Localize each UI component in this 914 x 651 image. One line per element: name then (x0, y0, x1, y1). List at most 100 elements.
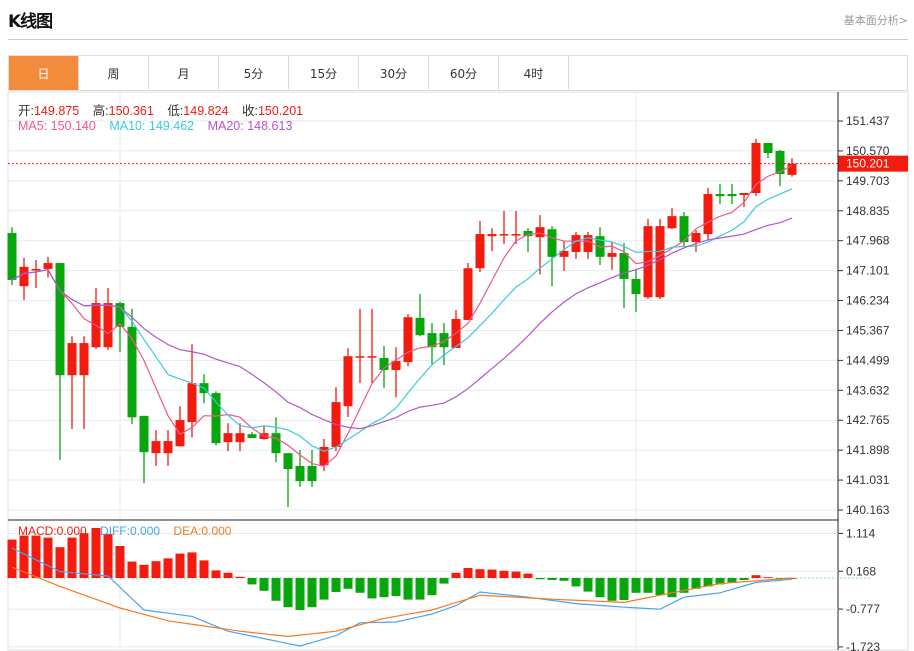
candle-down (727, 194, 737, 197)
candle-up (691, 233, 701, 243)
candle-down (439, 333, 449, 348)
macd-bar-positive (163, 558, 173, 578)
macd-bar-negative (619, 578, 629, 600)
macd-bar-negative (715, 578, 725, 585)
candle-down (115, 303, 125, 327)
macd-bar-negative (655, 578, 665, 596)
price-tick-label: 145.367 (846, 323, 890, 337)
candle-up (751, 142, 761, 194)
macd-bar-negative (271, 578, 281, 601)
macd-bar-positive (31, 535, 41, 578)
macd-bar-positive (235, 576, 245, 578)
macd-bar-positive (19, 535, 29, 578)
macd-bar-positive (523, 573, 533, 578)
candle-up (487, 234, 497, 237)
macd-bar-negative (571, 578, 581, 587)
macd-value: MACD:0.000 (18, 524, 87, 538)
candle-up (67, 343, 77, 376)
candle-up (571, 235, 581, 253)
tab-week[interactable]: 周 (79, 56, 149, 90)
macd-bar-positive (7, 539, 17, 578)
macd-bar-negative (343, 578, 353, 589)
candle-down (139, 415, 149, 453)
candle-up (739, 193, 749, 196)
candle-up (31, 268, 41, 271)
macd-bar-negative (595, 578, 605, 598)
macd-bar-negative (559, 578, 569, 581)
tab-60min[interactable]: 60分 (429, 56, 499, 90)
macd-bar-positive (55, 547, 65, 578)
tab-15min[interactable]: 15分 (289, 56, 359, 90)
open-label: 开: (18, 104, 34, 118)
candle-down (211, 393, 221, 444)
macd-tick-label: 1.114 (846, 526, 875, 540)
candle-down (127, 326, 137, 418)
macd-bar-negative (367, 578, 377, 599)
candle-down (55, 263, 65, 376)
macd-bar-negative (403, 578, 413, 600)
ma-readout: MA5: 150.140 MA10: 149.462 MA20: 148.613 (18, 119, 302, 133)
price-tick-label: 148.835 (846, 204, 890, 218)
dea-line (11, 566, 793, 638)
candle-up (787, 163, 797, 175)
macd-bar-positive (175, 553, 185, 578)
ohlc-readout: 开:149.875 高:150.361 低:149.824 收:150.201 (18, 100, 313, 119)
macd-bar-positive (187, 552, 197, 578)
macd-bar-negative (679, 578, 689, 593)
candle-up (535, 227, 545, 238)
macd-bar-positive (103, 534, 113, 578)
candle-down (547, 229, 557, 257)
macd-bar-negative (547, 578, 557, 580)
candle-up (319, 446, 329, 466)
macd-bar-negative (583, 578, 593, 592)
tab-5min[interactable]: 5分 (219, 56, 289, 90)
candle-up (151, 441, 161, 454)
macd-bar-positive (91, 528, 101, 578)
candle-up (607, 253, 617, 257)
close-value: 150.201 (257, 104, 304, 118)
macd-bar-positive (79, 533, 89, 578)
candle-up (79, 343, 89, 376)
price-tick-label: 142.765 (846, 413, 890, 427)
macd-bar-negative (247, 578, 257, 585)
candle-up (475, 234, 485, 269)
tab-4hour[interactable]: 4时 (499, 56, 569, 90)
price-tick-label: 141.898 (846, 443, 890, 457)
macd-bar-positive (151, 561, 161, 578)
macd-bar-positive (139, 564, 149, 578)
macd-bar-negative (667, 578, 677, 598)
macd-bar-positive (511, 571, 521, 578)
low-label: 低: (167, 104, 184, 118)
price-tick-label: 140.163 (846, 503, 890, 517)
candle-up (355, 356, 365, 358)
macd-bar-negative (643, 578, 653, 593)
tab-day[interactable]: 日 (9, 56, 79, 90)
macd-bar-negative (295, 578, 305, 610)
high-label: 高: (92, 104, 109, 118)
candle-down (283, 453, 293, 470)
macd-bar-positive (43, 537, 53, 578)
macd-readout: MACD:0.000 DIFF:0.000 DEA:0.000 (18, 524, 241, 538)
macd-bar-positive (199, 560, 209, 578)
candle-up (223, 433, 233, 443)
candle-down (619, 253, 629, 279)
macd-bar-positive (499, 570, 509, 578)
candle-up (463, 268, 473, 320)
tab-30min[interactable]: 30分 (359, 56, 429, 90)
macd-bar-positive (463, 568, 473, 578)
candle-up (559, 250, 569, 257)
candle-up (511, 234, 521, 236)
ma5-line (11, 164, 793, 467)
price-tick-label: 149.703 (846, 174, 890, 188)
divider (8, 39, 908, 40)
ma20-value: MA20: 148.613 (207, 119, 293, 133)
price-tick-label: 151.437 (846, 114, 890, 128)
macd-bar-negative (331, 578, 341, 592)
tab-month[interactable]: 月 (149, 56, 219, 90)
candle-up (403, 317, 413, 363)
ma5-value: MA5: 150.140 (18, 119, 96, 133)
price-tick-label: 141.031 (846, 473, 890, 487)
fundamental-analysis-link[interactable]: 基本面分析> (843, 14, 908, 27)
open-value: 149.875 (33, 104, 80, 118)
